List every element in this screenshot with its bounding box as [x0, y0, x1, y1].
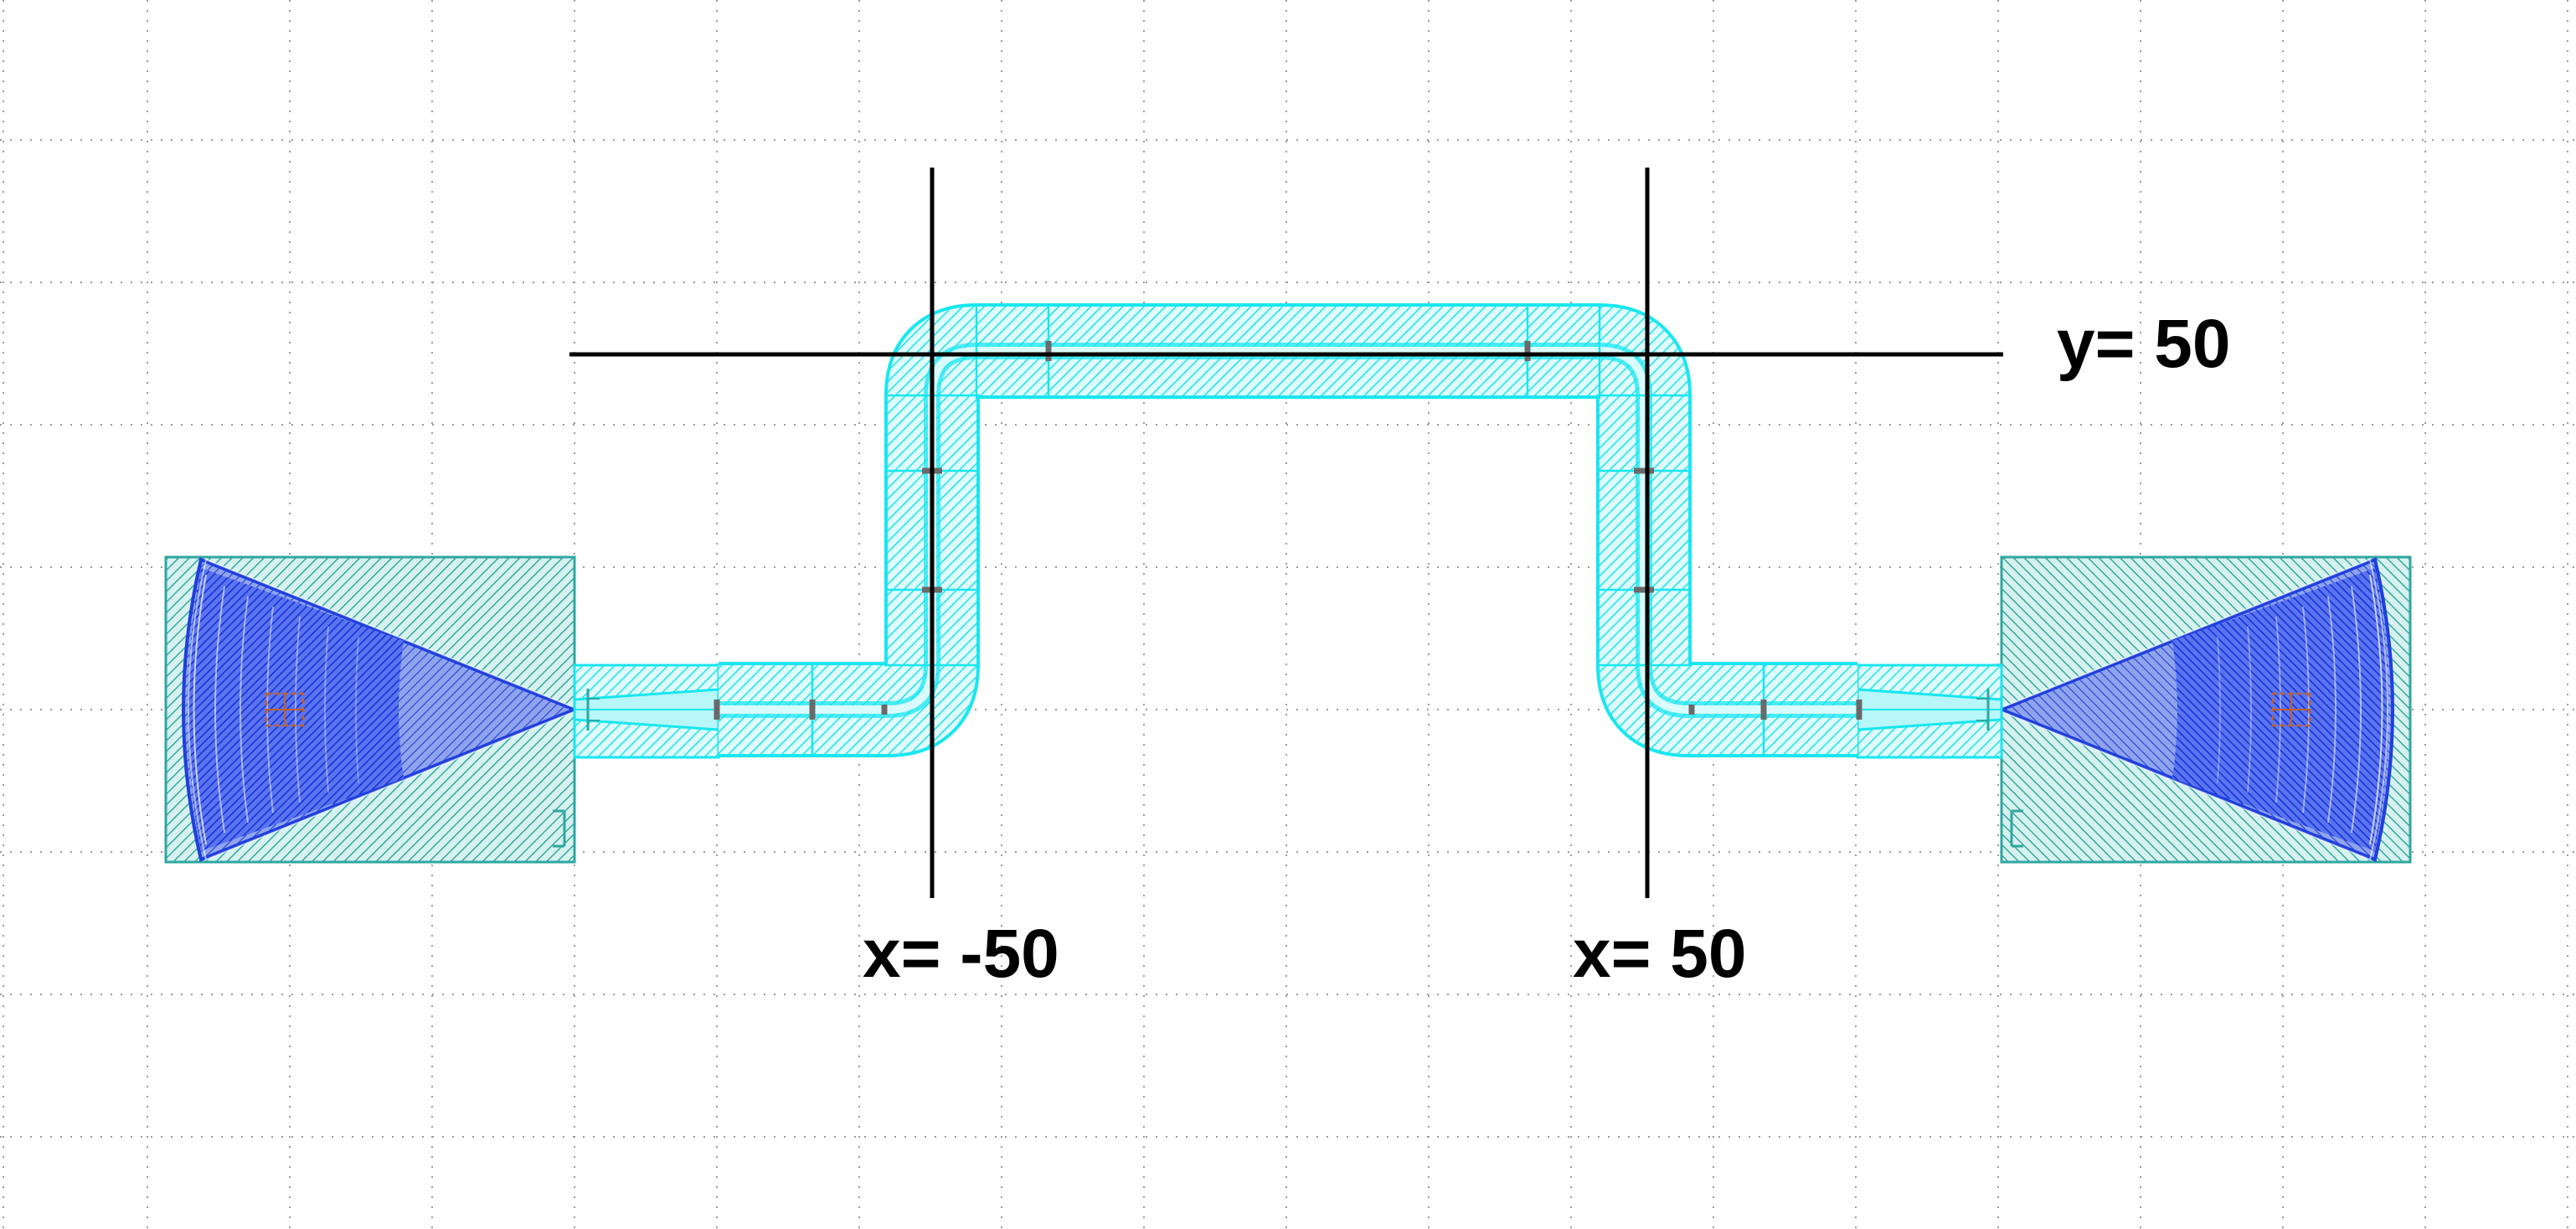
taper-left[interactable] — [573, 664, 720, 759]
label-x-right: x= 50 — [1573, 916, 1746, 992]
port-markers — [714, 341, 1862, 720]
grating-coupler-left[interactable] — [164, 555, 588, 864]
label-x-left: x= -50 — [863, 916, 1059, 992]
reference-lines — [569, 168, 2003, 898]
grating-coupler-icon — [1988, 555, 2412, 864]
grating-coupler-icon — [164, 555, 588, 864]
label-y-line: y= 50 — [2057, 306, 2230, 382]
taper-right[interactable] — [1856, 664, 2003, 759]
grating-coupler-right[interactable] — [1988, 555, 2412, 864]
